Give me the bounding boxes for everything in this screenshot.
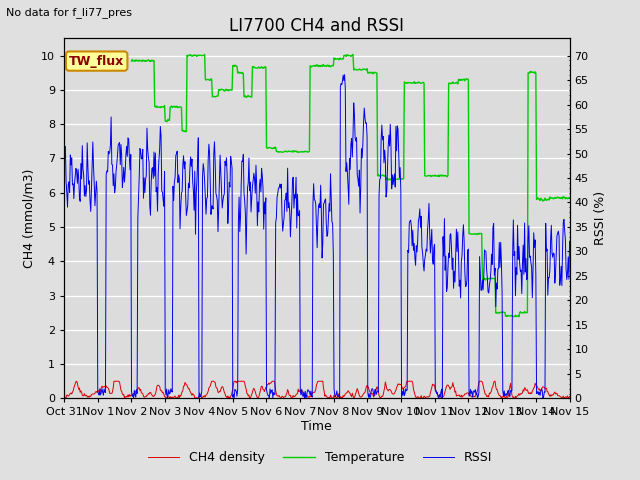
Line: CH4 density: CH4 density — [64, 381, 570, 398]
Title: LI7700 CH4 and RSSI: LI7700 CH4 and RSSI — [229, 17, 404, 36]
Line: Temperature: Temperature — [131, 54, 570, 317]
CH4 density — [394, 381, 402, 387]
CH4 density — [122, 395, 130, 400]
Legend: CH4 density, Temperature, RSSI: CH4 density, Temperature, RSSI — [143, 446, 497, 469]
Line: RSSI: RSSI — [64, 74, 570, 398]
CH4 density — [69, 388, 77, 394]
Temperature — [566, 195, 573, 201]
Temperature — [200, 52, 207, 58]
RSSI — [69, 181, 77, 187]
RSSI — [200, 161, 207, 167]
RSSI — [173, 151, 180, 156]
RSSI — [566, 239, 573, 244]
RSSI — [60, 156, 68, 162]
Temperature — [393, 176, 401, 182]
Text: No data for f_li77_pres: No data for f_li77_pres — [6, 7, 132, 18]
RSSI — [122, 169, 129, 175]
X-axis label: Time: Time — [301, 420, 332, 433]
RSSI — [380, 133, 387, 139]
CH4 density — [380, 392, 387, 397]
CH4 density — [566, 394, 573, 399]
Text: TW_flux: TW_flux — [69, 55, 124, 68]
Y-axis label: RSSI (%): RSSI (%) — [594, 192, 607, 245]
CH4 density — [173, 395, 181, 400]
Y-axis label: CH4 (mmol/m3): CH4 (mmol/m3) — [22, 168, 35, 268]
RSSI — [340, 72, 348, 77]
CH4 density — [198, 396, 205, 401]
CH4 density — [60, 395, 68, 400]
Temperature — [378, 173, 386, 179]
RSSI — [301, 396, 308, 401]
CH4 density — [73, 378, 81, 384]
RSSI — [394, 126, 402, 132]
Temperature — [173, 103, 180, 109]
CH4 density — [201, 393, 209, 398]
